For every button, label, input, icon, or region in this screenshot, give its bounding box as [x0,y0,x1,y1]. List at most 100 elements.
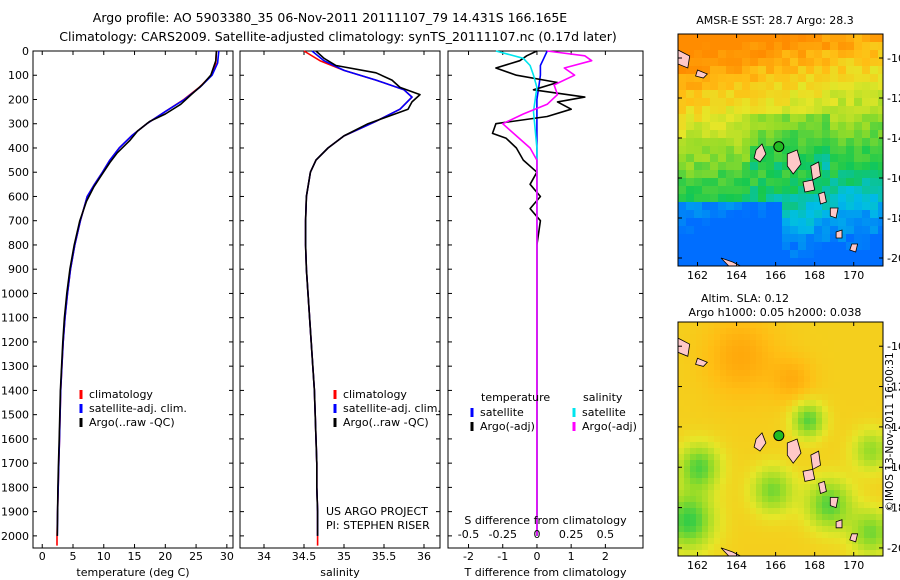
map-cell [696,322,703,329]
map-cell [858,388,865,395]
map-cell [846,526,853,533]
map-cell [714,454,721,461]
map-cell [862,122,871,131]
map-cell [686,170,695,179]
map-cell [768,442,775,449]
map-cell [702,424,709,431]
map-cell [864,514,871,521]
map-cell [702,122,711,131]
map-cell [694,258,703,267]
map-cell [726,122,735,131]
map-cell [852,478,859,485]
map-cell [726,66,735,75]
map-cell [678,520,685,527]
map-cell [708,538,715,545]
lat-tick-label: -10 [887,52,900,65]
map-cell [810,394,817,401]
map-cell [798,234,807,243]
map-cell [870,550,877,557]
map-cell [858,442,865,449]
map-cell [732,352,739,359]
map-cell [870,34,879,43]
map-cell [840,340,847,347]
map-cell [786,538,793,545]
map-cell [822,406,829,413]
map-cell [738,490,745,497]
map-cell [790,178,799,187]
map-cell [814,226,823,235]
map-cell [690,454,697,461]
map-cell [708,478,715,485]
map-cell [774,418,781,425]
lon-tick-label: 162 [687,559,708,572]
map-cell [758,50,767,59]
map-cell [774,250,783,259]
title-line-1: Argo profile: AO 5903380_35 06-Nov-2011 … [93,10,567,25]
map-cell [774,98,783,107]
map-cell [822,478,829,485]
map-cell [814,250,823,259]
map-cell [792,424,799,431]
map-cell [846,370,853,377]
depth-tick-label: 2000 [1,530,29,543]
map-cell [744,382,751,389]
map-cell [756,334,763,341]
map-cell [876,328,883,335]
map-cell [768,478,775,485]
map-cell [786,550,793,557]
map-cell [822,376,829,383]
map-cell [814,194,823,203]
map-cell [804,502,811,509]
map-cell [686,50,695,59]
depth-tick-label: 200 [8,93,29,106]
map-cell [744,430,751,437]
map-cell [732,400,739,407]
map-cell [686,210,695,219]
map-cell [678,430,685,437]
top-tick-label: -0.5 [458,528,479,541]
map-cell [726,138,735,147]
map-cell [838,114,847,123]
map-cell [840,400,847,407]
map-cell [814,34,823,43]
map-cell [792,346,799,353]
map-cell [810,358,817,365]
map-cell [720,400,727,407]
map-cell [762,328,769,335]
map-cell [782,50,791,59]
map-cell [726,242,735,251]
map-cell [774,496,781,503]
map-cell [846,514,853,521]
map-cell [806,162,815,171]
map-cell [696,352,703,359]
map-cell [792,484,799,491]
island-shape [802,179,816,193]
map-cell [798,328,805,335]
map-cell [846,106,855,115]
x-tick-label: 0 [533,550,540,563]
map-cell [710,186,719,195]
map-cell [816,478,823,485]
map-cell [870,388,877,395]
map-cell [828,448,835,455]
map-cell [774,346,781,353]
map-cell [684,376,691,383]
map-cell [816,514,823,521]
map-cell [742,186,751,195]
lon-tick-label: 166 [765,559,786,572]
map-cell [854,66,863,75]
map-cell [864,454,871,461]
map-cell [750,178,759,187]
map-cell [822,442,829,449]
map-cell [822,210,831,219]
map-cell [758,170,767,179]
map-cell [756,322,763,329]
map-cell [786,532,793,539]
map-cell [870,544,877,551]
map-cell [678,364,685,371]
map-cell [714,544,721,551]
map-cell [678,496,685,503]
map-cell [822,74,831,83]
map-cell [840,508,847,515]
map-cell [710,210,719,219]
